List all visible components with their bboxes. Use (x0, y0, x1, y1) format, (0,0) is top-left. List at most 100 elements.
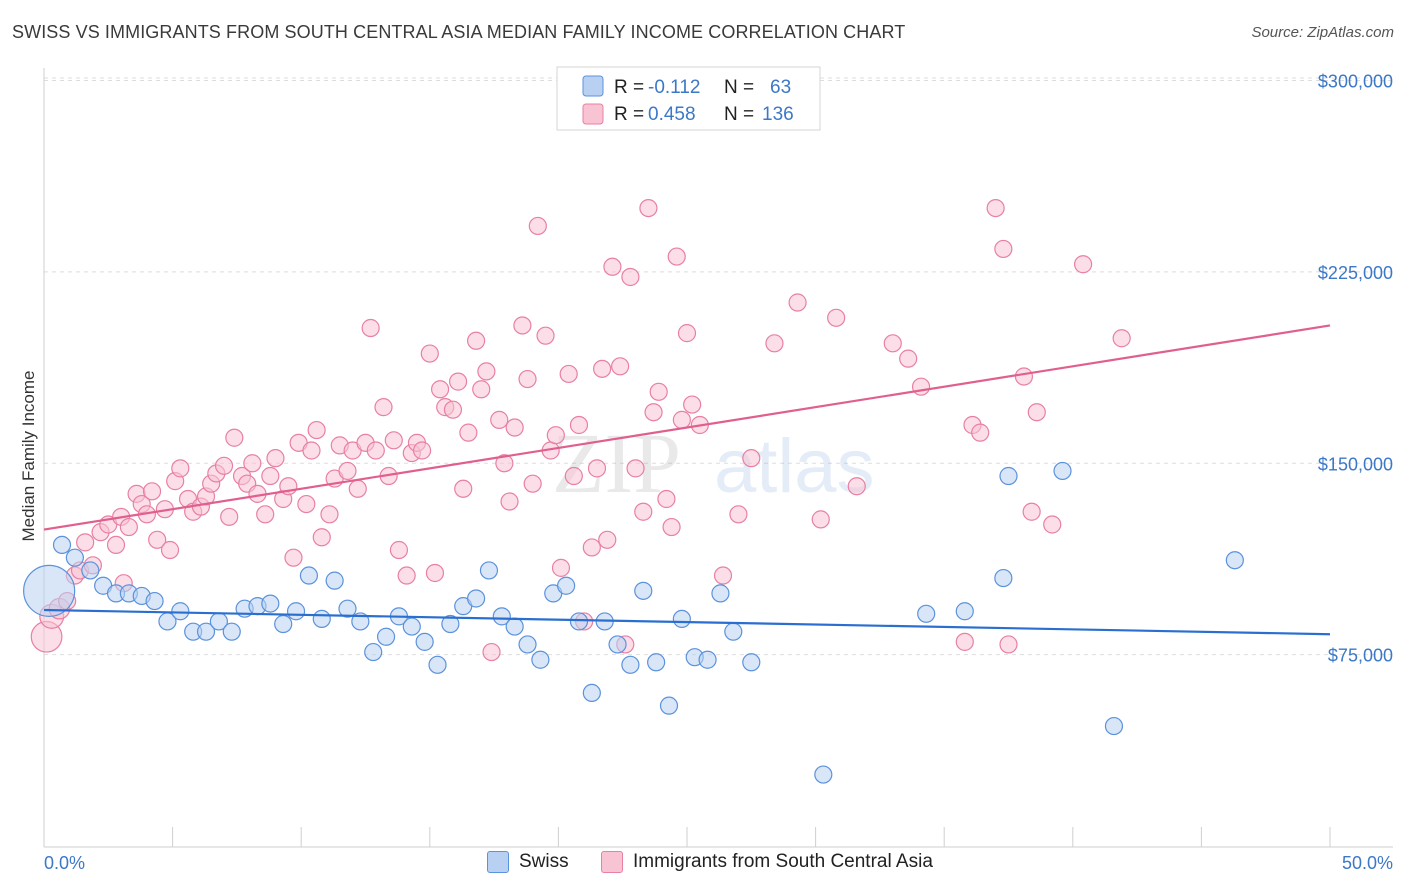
imm-point (448, 372, 468, 391)
imm-point (971, 423, 990, 442)
swiss-trend-line (43, 608, 1331, 636)
imm-point (443, 400, 463, 419)
swiss-point (672, 609, 691, 629)
bottom-legend-swiss[interactable]: Swiss (487, 851, 569, 873)
swiss-point (994, 568, 1013, 588)
imm-point (490, 410, 509, 429)
swiss-points (23, 461, 1244, 784)
imm-point (729, 505, 748, 524)
imm-point (582, 538, 601, 557)
imm-point (454, 479, 473, 498)
imm-point (593, 359, 612, 378)
swiss-point (698, 650, 717, 669)
imm-point (899, 349, 918, 368)
legend-n-label-imm: N = (724, 104, 754, 125)
swiss-point (441, 614, 460, 634)
imm-point (266, 449, 285, 468)
imm-point (559, 364, 578, 384)
swiss-point (814, 765, 833, 784)
imm-point (220, 507, 239, 526)
swiss-point (647, 653, 666, 672)
imm-point (551, 558, 571, 577)
imm-point (1112, 329, 1131, 348)
imm-point (261, 466, 280, 486)
imm-point (412, 441, 432, 460)
swiss-point (557, 576, 576, 595)
imm-point (611, 357, 630, 376)
swiss-point (222, 622, 241, 641)
swiss-point (492, 607, 511, 626)
imm-point (160, 540, 180, 560)
imm-point (256, 505, 275, 524)
axes (43, 68, 1393, 848)
y-tick-label: $225,000 (1318, 263, 1393, 283)
swiss-point (505, 617, 524, 636)
swiss-point (261, 594, 280, 613)
swiss-point (479, 561, 499, 580)
imm-point (243, 454, 262, 473)
imm-point (634, 502, 653, 521)
imm-point (472, 380, 491, 399)
imm-point (171, 459, 190, 478)
imm-point (667, 247, 686, 266)
swiss-point (466, 589, 486, 608)
swiss-point (274, 614, 293, 634)
imm-point (621, 267, 640, 287)
imm-point (312, 528, 331, 547)
imm-point (106, 535, 126, 555)
bottom-swatch-imm (601, 851, 623, 873)
top-legend: R = -0.112 N = 63 R = 0.458 N = 136 (556, 66, 821, 131)
bottom-legend-imm[interactable]: Immigrants from South Central Asia (601, 851, 933, 873)
imm-point (569, 415, 589, 435)
imm-point (986, 198, 1005, 218)
x-tick-left: 0.0% (44, 853, 85, 873)
legend-r-value-swiss: -0.112 (648, 77, 700, 98)
imm-point (662, 517, 681, 537)
imm-point (677, 324, 697, 343)
imm-point (1027, 403, 1046, 422)
legend-swatch-swiss (582, 75, 604, 97)
swiss-point (171, 602, 190, 621)
imm-point (513, 316, 532, 335)
imm-point (142, 482, 162, 501)
imm-point (847, 477, 866, 496)
swiss-point (608, 635, 627, 654)
imm-point (338, 461, 357, 481)
swiss-point (428, 655, 447, 674)
imm-point (348, 479, 367, 498)
imm-point (284, 548, 303, 567)
swiss-point (52, 535, 72, 555)
imm-point (307, 420, 326, 440)
imm-point (788, 293, 807, 312)
imm-point (742, 449, 761, 468)
imm-point (713, 566, 733, 585)
imm-point (827, 308, 846, 327)
swiss-point (569, 612, 589, 631)
watermark-atlas: atlas (714, 424, 875, 509)
imm-point (626, 459, 645, 478)
trend-lines (43, 324, 1331, 636)
imm-point (466, 331, 486, 350)
imm-point (482, 642, 501, 662)
imm-point (1022, 502, 1041, 521)
legend-r-value-imm: 0.458 (648, 104, 696, 125)
bottom-legend-imm-label: Immigrants from South Central Asia (633, 851, 933, 872)
swiss-point (338, 599, 357, 618)
imm-point (1014, 367, 1034, 386)
imm-point (148, 530, 167, 549)
imm-point (955, 632, 974, 651)
chart-title: SWISS VS IMMIGRANTS FROM SOUTH CENTRAL A… (12, 22, 906, 42)
imm-point (564, 466, 583, 486)
imm-point (302, 441, 321, 460)
swiss-point (1225, 551, 1244, 570)
imm-point (477, 362, 496, 381)
bottom-legend: Swiss Immigrants from South Central Asia (0, 851, 1406, 879)
imm-point (374, 398, 393, 417)
swiss-point (196, 622, 216, 641)
imm-point (518, 369, 537, 389)
imm-point (366, 441, 385, 460)
imm-trend-line (43, 324, 1331, 531)
swiss-point (415, 632, 434, 651)
imm-point (657, 489, 676, 509)
swiss-point (999, 466, 1018, 486)
